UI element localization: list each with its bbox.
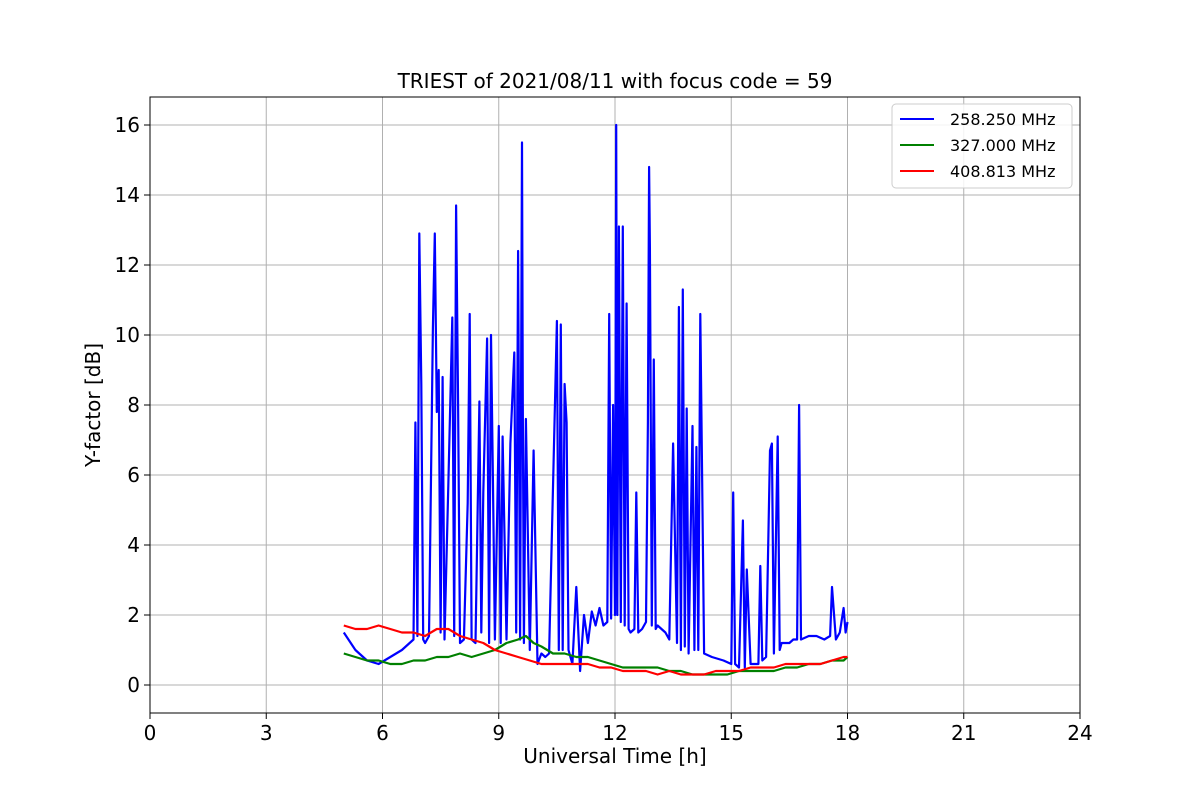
legend-label-2: 408.813 MHz <box>950 162 1055 181</box>
x-tick-label: 24 <box>1067 721 1092 745</box>
y-tick-label: 4 <box>127 533 140 557</box>
legend: 258.250 MHz 327.000 MHz 408.813 MHz <box>891 103 1073 189</box>
series-line-0 <box>342 123 849 673</box>
x-tick-label: 18 <box>835 721 860 745</box>
series-line-2 <box>343 624 848 676</box>
y-axis-label: Y-factor [dB] <box>81 343 105 468</box>
chart-title: TRIEST of 2021/08/11 with focus code = 5… <box>397 69 833 93</box>
x-tick-label: 3 <box>260 721 273 745</box>
y-tick-label: 2 <box>127 603 140 627</box>
y-tick-label: 16 <box>115 113 140 137</box>
legend-box <box>891 103 1073 189</box>
y-tick-label: 8 <box>127 393 140 417</box>
series-line-1 <box>343 634 849 676</box>
legend-label-1: 327.000 MHz <box>950 136 1055 155</box>
legend-label-0: 258.250 MHz <box>950 110 1055 129</box>
x-tick-label: 9 <box>492 721 505 745</box>
y-tick-label: 14 <box>115 183 140 207</box>
y-tick-label: 10 <box>115 323 140 347</box>
y-tick-label: 0 <box>127 673 140 697</box>
series-layer <box>342 123 849 676</box>
x-tick-label: 0 <box>144 721 157 745</box>
x-tick-label: 12 <box>602 721 627 745</box>
x-axis-label: Universal Time [h] <box>523 744 706 768</box>
x-tick-label: 15 <box>719 721 744 745</box>
x-tick-label: 21 <box>951 721 976 745</box>
x-tick-label: 6 <box>376 721 389 745</box>
y-tick-label: 12 <box>115 253 140 277</box>
y-tick-label: 6 <box>127 463 140 487</box>
